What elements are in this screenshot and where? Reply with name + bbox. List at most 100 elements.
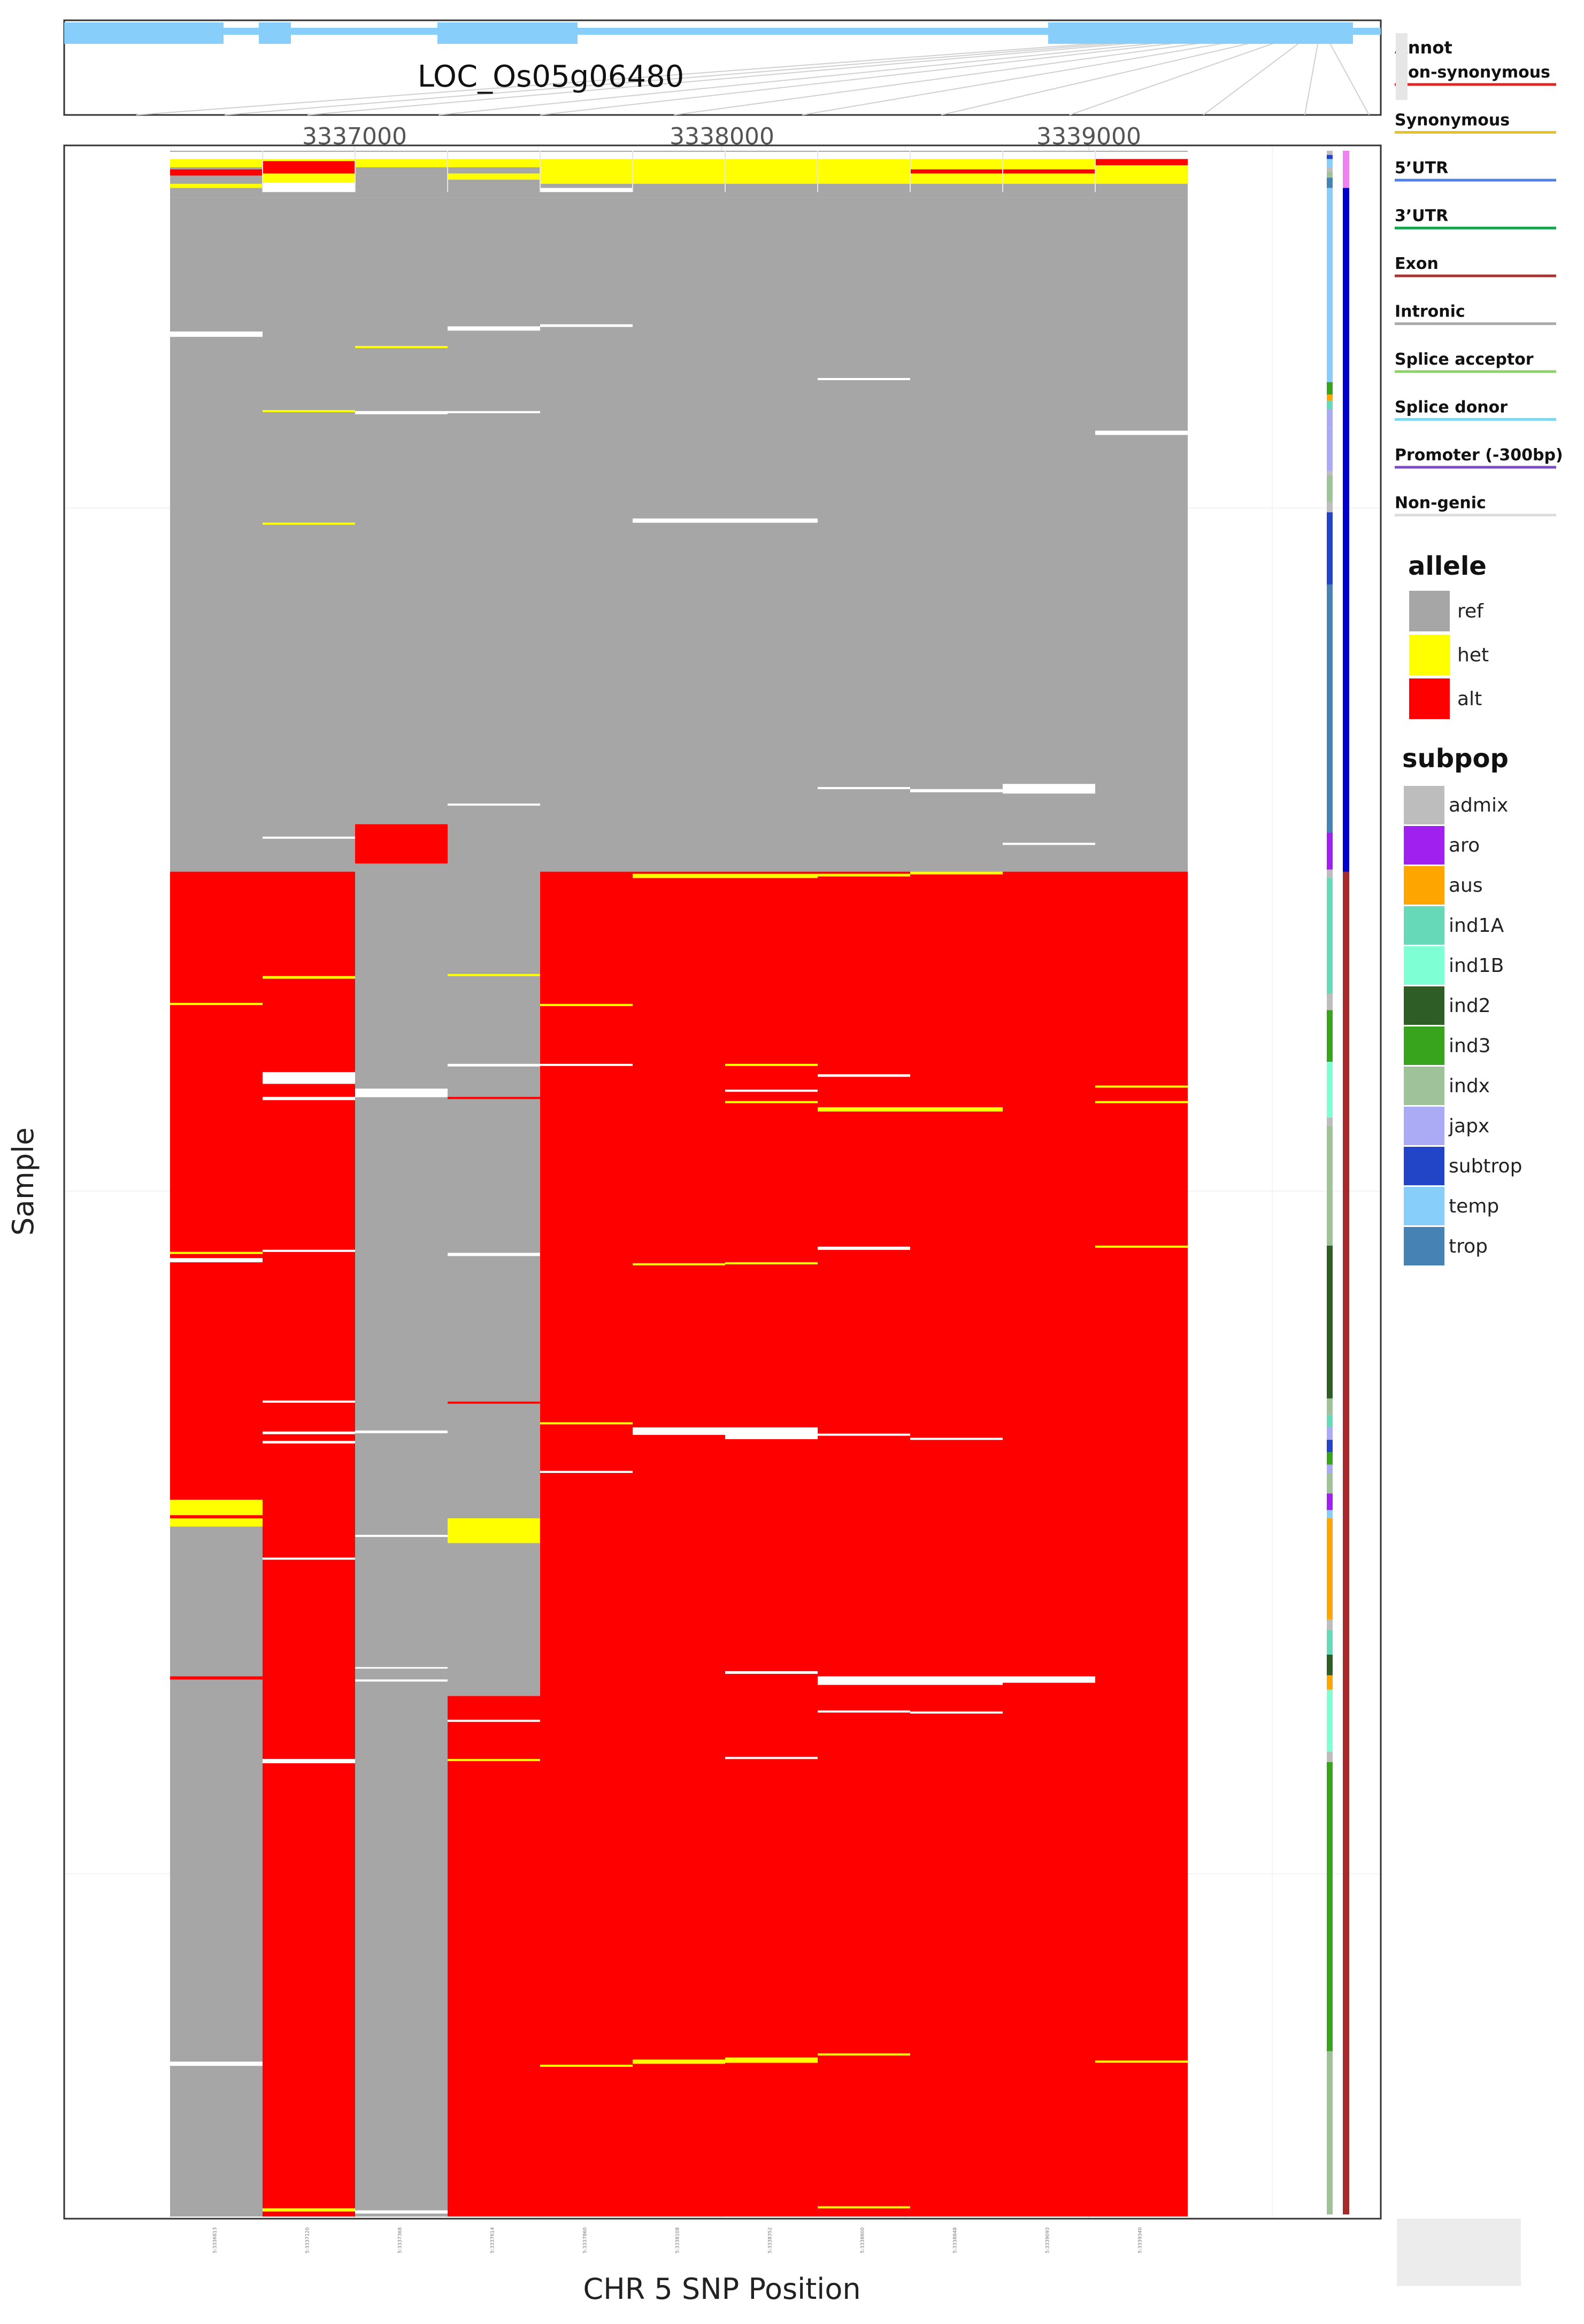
- legend-subpop-label: temp: [1449, 1195, 1499, 1217]
- heatmap-streak: [170, 1063, 263, 1066]
- legend-annot-label: 3’UTR: [1395, 207, 1448, 226]
- heatmap-streak: [633, 2059, 725, 2064]
- subpop-bar-segment: [1327, 869, 1333, 878]
- snp-column-label: 5:3337368: [398, 2227, 403, 2253]
- subpop-bar-segment: [1327, 501, 1333, 513]
- legend-subpop-label: ind2: [1449, 995, 1491, 1017]
- heatmap-streak: [1095, 1245, 1188, 1248]
- legend-subpop-label: aro: [1449, 835, 1480, 856]
- heatmap-streak: [448, 2060, 540, 2063]
- heatmap-streak: [263, 1097, 355, 1100]
- heatmap-column-separator: [355, 151, 356, 192]
- heatmap-cell-het: [448, 1518, 540, 1543]
- legend-allele-swatch: [1409, 635, 1450, 675]
- heatmap-streak: [725, 1090, 818, 1092]
- heatmap-streak: [910, 789, 1003, 792]
- subpop-bar-segment: [1327, 1117, 1333, 1126]
- heatmap-streak: [355, 1679, 448, 1682]
- heatmap-streak: [725, 518, 818, 523]
- subpop-bar-segment: [1327, 1654, 1333, 1676]
- heatmap-streak: [1095, 430, 1188, 435]
- heatmap-streak: [355, 1667, 448, 1669]
- heatmap-streak: [448, 411, 540, 413]
- heatmap-streak: [725, 1427, 818, 1439]
- legend-subpop: subpop admix aro aus ind1A ind1B ind2 ind3 indx…: [1402, 744, 1522, 1265]
- subpop-bar-segment: [1327, 1630, 1333, 1655]
- heatmap-streak: [170, 1258, 263, 1263]
- legend-annot-label: Promoter (-300bp): [1395, 446, 1563, 465]
- heatmap-streak: [818, 1433, 910, 1436]
- heatmap-streak: [818, 1074, 910, 1077]
- subpop-bar-segment: [1327, 832, 1333, 870]
- heatmap-streak: [448, 326, 540, 331]
- gene-exon: [64, 22, 224, 44]
- heatmap-cell-alt: [540, 871, 1188, 2217]
- subpop-bar-segment: [1327, 394, 1333, 401]
- subpop-bar-segment: [1327, 151, 1333, 155]
- heatmap-streak: [818, 1246, 910, 1250]
- heatmap-streak: [448, 1719, 540, 1722]
- legend-subpop-label: ind3: [1449, 1035, 1491, 1057]
- heatmap-streak: [448, 1759, 540, 1762]
- heatmap-streak: [540, 188, 633, 192]
- subpop-bar-segment: [1327, 512, 1333, 585]
- legend-subpop-swatch: [1404, 906, 1444, 945]
- heatmap-streak: [910, 1438, 1003, 1440]
- subpop-bar-segment: [1327, 1762, 1333, 2051]
- gene-exon: [1048, 22, 1353, 44]
- heatmap-streak: [540, 1003, 633, 1006]
- legend-subpop-label: japx: [1448, 1115, 1489, 1137]
- subpop-bar-segment: [1327, 1510, 1333, 1518]
- heatmap-streak: [263, 976, 355, 979]
- legend-annot-label: Splice acceptor: [1395, 350, 1534, 369]
- heatmap-cells: [170, 151, 1188, 2217]
- heatmap-streak: [263, 1441, 355, 1444]
- legend-annot-label: Non-genic: [1395, 494, 1486, 513]
- subpop-bar-segment: [1327, 1062, 1333, 1118]
- subpop-bar-segment: [1327, 1440, 1333, 1453]
- heatmap-streak: [1095, 1085, 1188, 1088]
- subpop-bar-segment: [1327, 409, 1333, 428]
- heatmap-streak: [263, 1759, 355, 1764]
- heatmap-streak: [540, 1422, 633, 1425]
- snp-column-labels: 5:3336813 5:3337120 5:3337368 5:3337614 5:33…: [213, 2227, 1143, 2253]
- subpop-bar-segment: [1327, 1415, 1333, 1427]
- heatmap-streak: [633, 874, 725, 878]
- legend-subpop-swatch: [1404, 1067, 1444, 1105]
- heatmap-streak: [1095, 1101, 1188, 1103]
- heatmap-streak: [263, 836, 355, 839]
- subpop-bar-segment: [1327, 1493, 1333, 1510]
- heatmap-streak: [910, 871, 1003, 875]
- heatmap-streak: [170, 2062, 263, 2066]
- heatmap-streak: [448, 974, 540, 976]
- heatmap-streak: [263, 2208, 355, 2212]
- snp-column-label: 5:3337120: [305, 2227, 311, 2253]
- heatmap-streak: [355, 411, 448, 414]
- heatmap-streak: [725, 1262, 818, 1264]
- legend-subpop-label: ind1B: [1449, 955, 1504, 977]
- legend-subpop-swatch: [1404, 786, 1444, 824]
- x-axis-title: CHR 5 SNP Position: [583, 2272, 860, 2306]
- subpop-bar-segment: [1327, 400, 1333, 409]
- subpop-bar-segment: [1327, 1472, 1333, 1494]
- heatmap-streak: [540, 1471, 633, 1473]
- heatmap-streak: [263, 1431, 355, 1434]
- heatmap-sample-streaks: [170, 151, 1188, 2214]
- legend-subpop-label: subtrop: [1449, 1155, 1522, 1177]
- heatmap-streak: [818, 1710, 910, 1713]
- heatmap-cell-het: [170, 1500, 263, 1527]
- legend-subpop-swatch: [1404, 946, 1444, 985]
- empty-legend-box: [1397, 2219, 1521, 2286]
- subpop-bar-segment: [1327, 177, 1333, 188]
- snp-column-label: 5:3338600: [860, 2227, 866, 2253]
- heatmap-streak: [263, 1249, 355, 1252]
- subpop-bar-segment: [1327, 155, 1333, 159]
- heatmap-cell-ref: [355, 871, 448, 2217]
- heatmap-streak: [633, 1263, 725, 1265]
- heatmap-streak: [448, 1063, 540, 1067]
- gene-exons: [64, 22, 1381, 44]
- heatmap-streak: [355, 346, 448, 349]
- legend-subpop-swatch: [1404, 986, 1444, 1025]
- subpop-bar-segment: [1327, 470, 1333, 475]
- subpop-bar-segment: [1327, 382, 1333, 395]
